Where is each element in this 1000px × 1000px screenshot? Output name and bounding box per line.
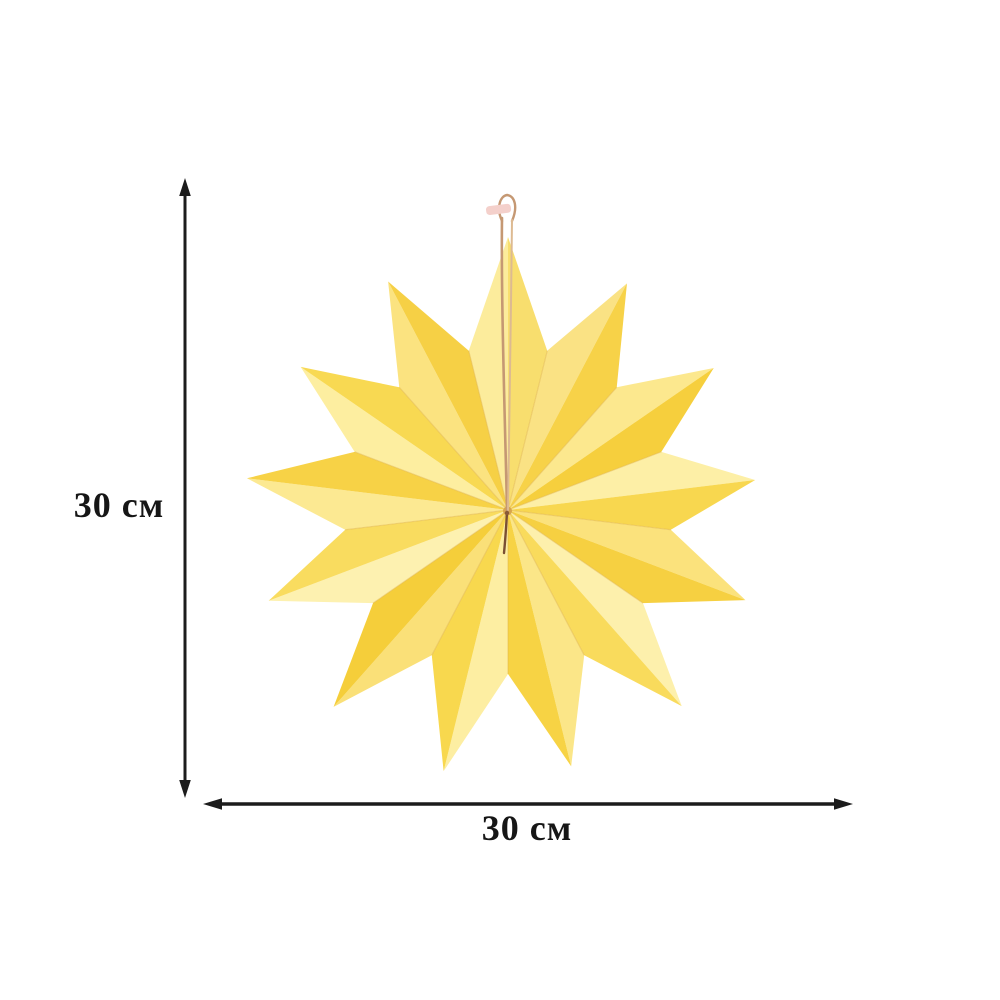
cord-knot-dot: [504, 510, 510, 516]
cord-tag: [486, 203, 512, 216]
fold-crease: [354, 451, 509, 511]
fold-crease: [468, 350, 509, 511]
fold-crease: [507, 509, 671, 531]
star-petal-half: [508, 283, 627, 510]
star-petal-half: [268, 510, 508, 601]
star-petal-half: [508, 451, 756, 510]
width-dimension-arrow: [203, 798, 853, 810]
star-petal-half: [508, 510, 682, 707]
height-arrowhead-bottom: [179, 780, 191, 798]
fold-crease: [345, 509, 509, 531]
hanging-cord: [486, 193, 517, 555]
fold-crease: [398, 386, 509, 511]
width-arrowhead-right: [834, 798, 853, 810]
star-petal-half: [508, 237, 548, 510]
fold-crease: [507, 509, 644, 604]
star-petal-half: [388, 281, 508, 510]
paper-star-petals: [246, 237, 756, 772]
star-petal-half: [431, 510, 508, 772]
height-dimension-arrow: [179, 178, 191, 798]
star-petal-half: [508, 367, 714, 510]
cord-strand-left: [500, 216, 509, 512]
fold-crease: [507, 451, 662, 511]
star-petal-half: [508, 510, 585, 767]
fold-crease: [507, 509, 585, 656]
star-petal-half: [246, 478, 508, 530]
paper-star: [246, 237, 756, 772]
width-label: 30 см: [481, 808, 573, 848]
width-arrowhead-left: [203, 798, 222, 810]
star-petal-half: [468, 237, 508, 510]
star-petal-half: [268, 510, 508, 604]
fold-crease: [507, 386, 618, 511]
star-petal-half: [246, 451, 508, 510]
cord-strand-right: [507, 219, 513, 511]
height-label: 30 см: [73, 485, 165, 525]
fold-crease: [507, 350, 548, 511]
star-petal-half: [508, 510, 682, 707]
star-petal-half: [508, 510, 746, 604]
height-arrowhead-top: [179, 178, 191, 196]
fold-crease: [372, 509, 509, 604]
star-petal-half: [508, 510, 572, 767]
star-petal-half: [508, 479, 756, 530]
cord-tail: [502, 510, 509, 555]
fold-crease: [431, 509, 509, 656]
star-petal-half: [333, 510, 508, 707]
star-petal-half: [300, 366, 508, 510]
star-petal-half: [508, 510, 746, 601]
star-petal-half: [333, 510, 508, 707]
